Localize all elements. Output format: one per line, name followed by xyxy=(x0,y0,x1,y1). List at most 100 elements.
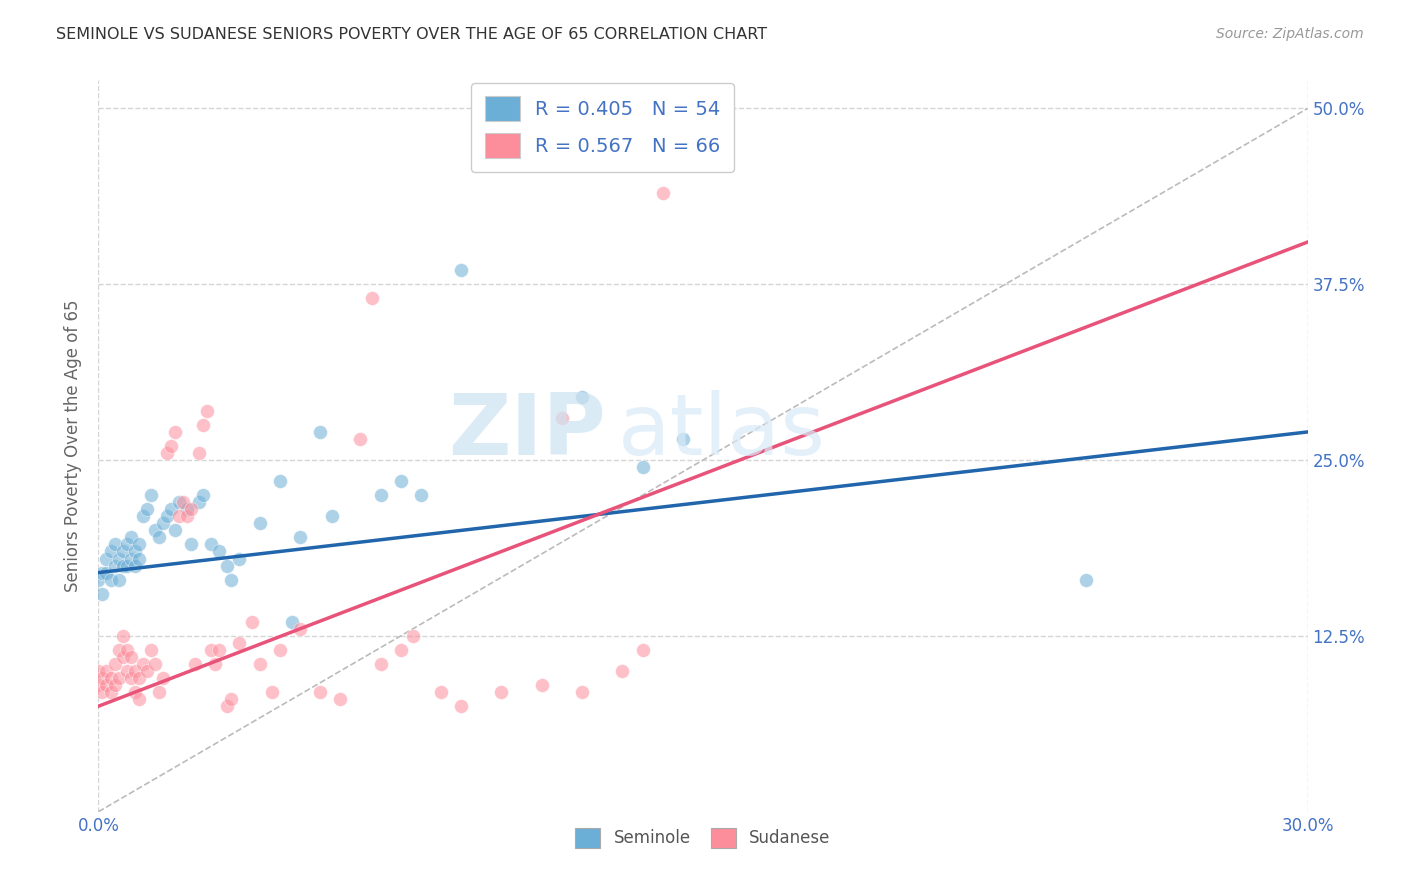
Point xyxy=(409,488,432,502)
Point xyxy=(128,551,150,566)
Point xyxy=(128,537,150,551)
Point xyxy=(184,657,207,671)
Point xyxy=(91,566,114,580)
Point xyxy=(111,544,134,558)
Point xyxy=(450,263,472,277)
Point xyxy=(309,685,332,699)
Point xyxy=(195,404,218,418)
Point xyxy=(571,685,593,699)
Point xyxy=(91,587,114,601)
Point xyxy=(96,551,118,566)
Point xyxy=(631,460,654,475)
Text: ZIP: ZIP xyxy=(449,390,606,473)
Point xyxy=(228,636,250,650)
Point xyxy=(208,544,231,558)
Point xyxy=(200,537,222,551)
Point xyxy=(124,544,146,558)
Point xyxy=(160,502,183,516)
Point xyxy=(103,558,125,573)
Point xyxy=(120,530,142,544)
Point xyxy=(87,664,110,678)
Point xyxy=(571,390,593,404)
Point xyxy=(96,566,118,580)
Point xyxy=(188,495,211,509)
Point xyxy=(321,509,343,524)
Point xyxy=(491,685,513,699)
Point xyxy=(193,417,215,432)
Point xyxy=(148,685,170,699)
Point xyxy=(612,664,634,678)
Point xyxy=(103,678,125,692)
Point xyxy=(135,502,157,516)
Point xyxy=(132,509,155,524)
Point xyxy=(188,446,211,460)
Point xyxy=(100,671,122,685)
Point xyxy=(139,488,162,502)
Point xyxy=(91,685,114,699)
Point xyxy=(111,650,134,665)
Point xyxy=(163,425,186,439)
Point xyxy=(128,692,150,706)
Point xyxy=(208,643,231,657)
Text: Source: ZipAtlas.com: Source: ZipAtlas.com xyxy=(1216,27,1364,41)
Point xyxy=(87,573,110,587)
Point xyxy=(96,678,118,692)
Point xyxy=(156,509,179,524)
Point xyxy=(269,474,291,488)
Point xyxy=(103,537,125,551)
Point xyxy=(651,186,673,200)
Point xyxy=(111,558,134,573)
Point xyxy=(309,425,332,439)
Point xyxy=(100,685,122,699)
Point xyxy=(143,524,166,538)
Point xyxy=(176,509,198,524)
Point xyxy=(631,643,654,657)
Point xyxy=(430,685,453,699)
Point xyxy=(200,643,222,657)
Point xyxy=(249,657,271,671)
Point xyxy=(217,699,239,714)
Point xyxy=(135,664,157,678)
Point xyxy=(288,530,311,544)
Point xyxy=(228,551,250,566)
Point xyxy=(269,643,291,657)
Point xyxy=(193,488,215,502)
Text: atlas: atlas xyxy=(619,390,827,473)
Point xyxy=(530,678,553,692)
Point xyxy=(167,509,190,524)
Point xyxy=(389,643,412,657)
Point xyxy=(124,685,146,699)
Point xyxy=(370,657,392,671)
Point xyxy=(204,657,226,671)
Point xyxy=(107,671,129,685)
Point xyxy=(107,643,129,657)
Y-axis label: Seniors Poverty Over the Age of 65: Seniors Poverty Over the Age of 65 xyxy=(65,300,83,592)
Point xyxy=(128,671,150,685)
Point xyxy=(288,622,311,636)
Point xyxy=(143,657,166,671)
Point xyxy=(91,671,114,685)
Point xyxy=(148,530,170,544)
Point xyxy=(160,439,183,453)
Point xyxy=(172,495,194,509)
Point xyxy=(100,544,122,558)
Point xyxy=(221,692,243,706)
Point xyxy=(156,446,179,460)
Point xyxy=(402,629,425,643)
Legend: Seminole, Sudanese: Seminole, Sudanese xyxy=(569,821,837,855)
Point xyxy=(389,474,412,488)
Point xyxy=(180,502,202,516)
Point xyxy=(87,678,110,692)
Point xyxy=(132,657,155,671)
Point xyxy=(115,643,138,657)
Point xyxy=(167,495,190,509)
Point xyxy=(115,664,138,678)
Point xyxy=(249,516,271,531)
Point xyxy=(120,671,142,685)
Point xyxy=(361,291,384,305)
Point xyxy=(115,537,138,551)
Point xyxy=(96,664,118,678)
Point xyxy=(111,629,134,643)
Point xyxy=(139,643,162,657)
Point xyxy=(176,502,198,516)
